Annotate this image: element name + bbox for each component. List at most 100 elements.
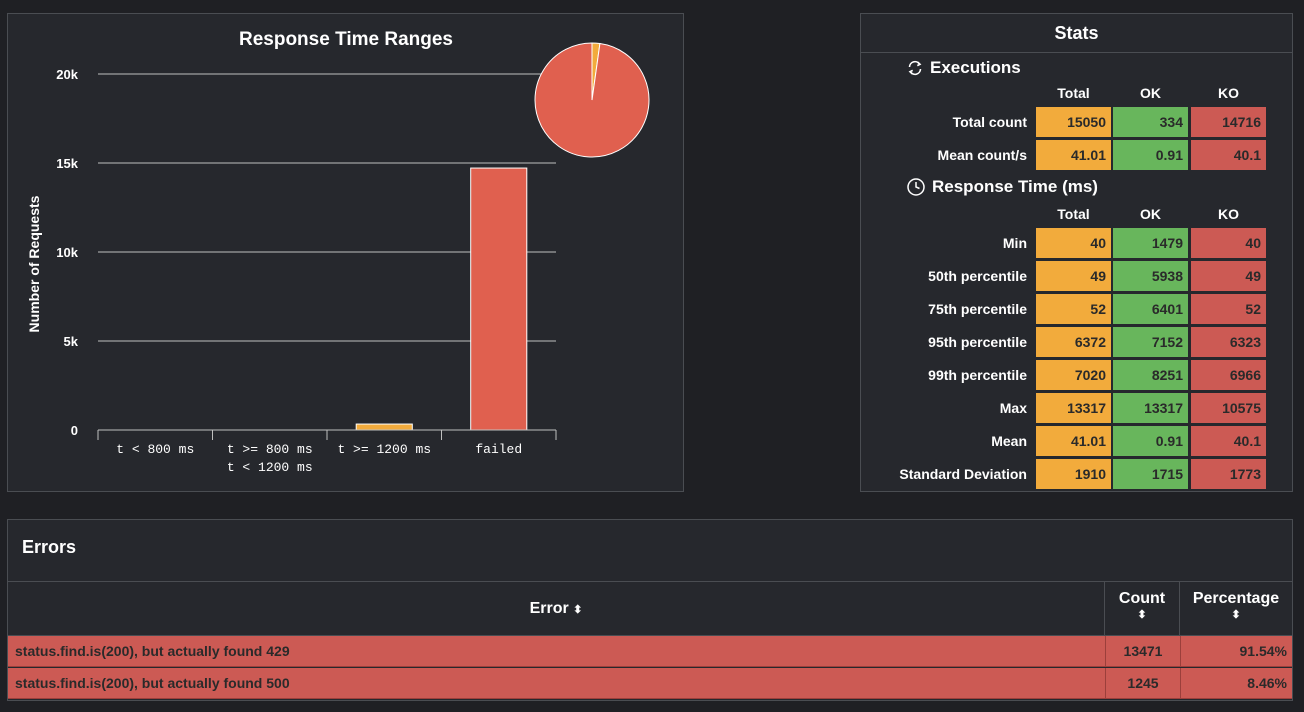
total-value: 49 <box>1036 261 1111 291</box>
total-value: 52 <box>1036 294 1111 324</box>
total-value: 6372 <box>1036 327 1111 357</box>
col-total: Total <box>1057 85 1090 101</box>
total-value: 1910 <box>1036 459 1111 489</box>
percentage-column-label: Percentage <box>1192 590 1280 607</box>
y-tick-label: 5k <box>64 334 79 349</box>
response-time-title: Response Time (ms) <box>932 177 1098 196</box>
ko-value: 40.1 <box>1191 140 1266 170</box>
x-tick-label: failed <box>475 442 522 457</box>
chart-title: Response Time Ranges <box>239 29 453 50</box>
error-column-label: Error <box>529 600 569 617</box>
ko-value: 40 <box>1191 228 1266 258</box>
ko-value: 10575 <box>1191 393 1266 423</box>
col-ko: KO <box>1218 85 1239 101</box>
stat-row-label: 50th percentile <box>928 268 1027 284</box>
stat-row: Mean count/s 41.01 0.91 40.1 <box>861 140 1292 170</box>
col-ok: OK <box>1140 206 1161 222</box>
count-column-header[interactable]: Count ⬍ <box>1105 582 1180 636</box>
stat-row: Min 40 1479 40 <box>861 228 1292 258</box>
stat-row: 75th percentile 52 6401 52 <box>861 294 1292 324</box>
ko-value: 6966 <box>1191 360 1266 390</box>
ko-value: 40.1 <box>1191 426 1266 456</box>
col-ok: OK <box>1140 85 1161 101</box>
response-time-ranges-panel: Response Time Ranges Number of Requests … <box>7 13 684 492</box>
error-message: status.find.is(200), but actually found … <box>15 643 290 659</box>
stat-row: 99th percentile 7020 8251 6966 <box>861 360 1292 390</box>
y-tick-label: 20k <box>56 67 78 82</box>
executions-heading: Executions <box>906 58 1021 78</box>
errors-panel: Errors Error ⬍ Count ⬍ Percentage ⬍ stat… <box>7 519 1293 701</box>
stats-title: Stats <box>861 14 1292 53</box>
stat-row-label: Mean <box>991 433 1027 449</box>
error-row: status.find.is(200), but actually found … <box>8 668 1292 699</box>
stat-row-label: Max <box>999 400 1027 416</box>
ok-value: 6401 <box>1113 294 1188 324</box>
stat-row: Mean 41.01 0.91 40.1 <box>861 426 1292 456</box>
ok-value: 7152 <box>1113 327 1188 357</box>
error-message: status.find.is(200), but actually found … <box>15 675 290 691</box>
sort-icon: ⬍ <box>1137 609 1147 621</box>
ko-value: 14716 <box>1191 107 1266 137</box>
total-value: 40 <box>1036 228 1111 258</box>
x-tick-label-line: t < 1200 ms <box>227 460 313 475</box>
stat-row: Standard Deviation 1910 1715 1773 <box>861 459 1292 489</box>
x-tick-label: t >= 800 ms t < 1200 ms <box>227 442 313 475</box>
response-time-chart: Response Time Ranges Number of Requests … <box>26 29 650 475</box>
error-count: 13471 <box>1105 636 1181 667</box>
stat-row-label: Total count <box>952 114 1027 130</box>
executions-column-headers: Total OK KO <box>861 85 1292 105</box>
col-ko: KO <box>1218 206 1239 222</box>
ok-value: 334 <box>1113 107 1188 137</box>
stat-row-label: 99th percentile <box>928 367 1027 383</box>
x-tick-label-line: t >= 1200 ms <box>337 442 431 457</box>
ok-value: 1715 <box>1113 459 1188 489</box>
x-tick-label-line: t >= 800 ms <box>227 442 313 457</box>
error-percentage: 8.46% <box>1247 675 1287 691</box>
total-value: 15050 <box>1036 107 1111 137</box>
stat-row-label: Mean count/s <box>937 147 1027 163</box>
pie-slice[interactable] <box>534 42 650 158</box>
executions-title: Executions <box>930 58 1021 77</box>
y-tick-label: 10k <box>56 245 78 260</box>
ok-value: 0.91 <box>1113 140 1188 170</box>
y-tick-label: 0 <box>71 423 78 438</box>
error-percentage: 91.54% <box>1239 643 1287 659</box>
stats-panel: Stats Executions Total OK KO Total count… <box>860 13 1293 492</box>
col-total: Total <box>1057 206 1090 222</box>
ko-value: 49 <box>1191 261 1266 291</box>
stat-row: 50th percentile 49 5938 49 <box>861 261 1292 291</box>
count-column-label: Count <box>1118 590 1166 607</box>
stat-row-label: 95th percentile <box>928 334 1027 350</box>
stat-row: 95th percentile 6372 7152 6323 <box>861 327 1292 357</box>
ko-value: 6323 <box>1191 327 1266 357</box>
stat-row-label: 75th percentile <box>928 301 1027 317</box>
bar[interactable] <box>470 167 528 431</box>
clock-icon <box>907 178 925 196</box>
percentage-column-header[interactable]: Percentage ⬍ <box>1180 582 1292 636</box>
x-tick-label: t < 800 ms <box>116 442 194 457</box>
ko-value: 52 <box>1191 294 1266 324</box>
error-count: 1245 <box>1105 668 1181 699</box>
response-time-heading: Response Time (ms) <box>906 177 1098 197</box>
total-value: 41.01 <box>1036 140 1111 170</box>
y-tick-label: 15k <box>56 156 78 171</box>
total-value: 13317 <box>1036 393 1111 423</box>
stat-row-label: Min <box>1002 235 1027 251</box>
ok-value: 1479 <box>1113 228 1188 258</box>
x-tick-label-line: failed <box>475 442 522 457</box>
total-value: 7020 <box>1036 360 1111 390</box>
ok-value: 0.91 <box>1113 426 1188 456</box>
error-column-header[interactable]: Error ⬍ <box>8 582 1105 636</box>
chart-y-axis-label: Number of Requests <box>26 195 42 332</box>
errors-title: Errors <box>8 520 1292 582</box>
response-column-headers: Total OK KO <box>861 206 1292 226</box>
error-row: status.find.is(200), but actually found … <box>8 636 1292 667</box>
stat-row-label: Standard Deviation <box>899 466 1027 482</box>
ko-value: 1773 <box>1191 459 1266 489</box>
stat-row: Total count 15050 334 14716 <box>861 107 1292 137</box>
total-value: 41.01 <box>1036 426 1111 456</box>
ok-value: 13317 <box>1113 393 1188 423</box>
bar[interactable] <box>355 423 413 431</box>
refresh-icon <box>908 60 922 76</box>
ok-value: 5938 <box>1113 261 1188 291</box>
